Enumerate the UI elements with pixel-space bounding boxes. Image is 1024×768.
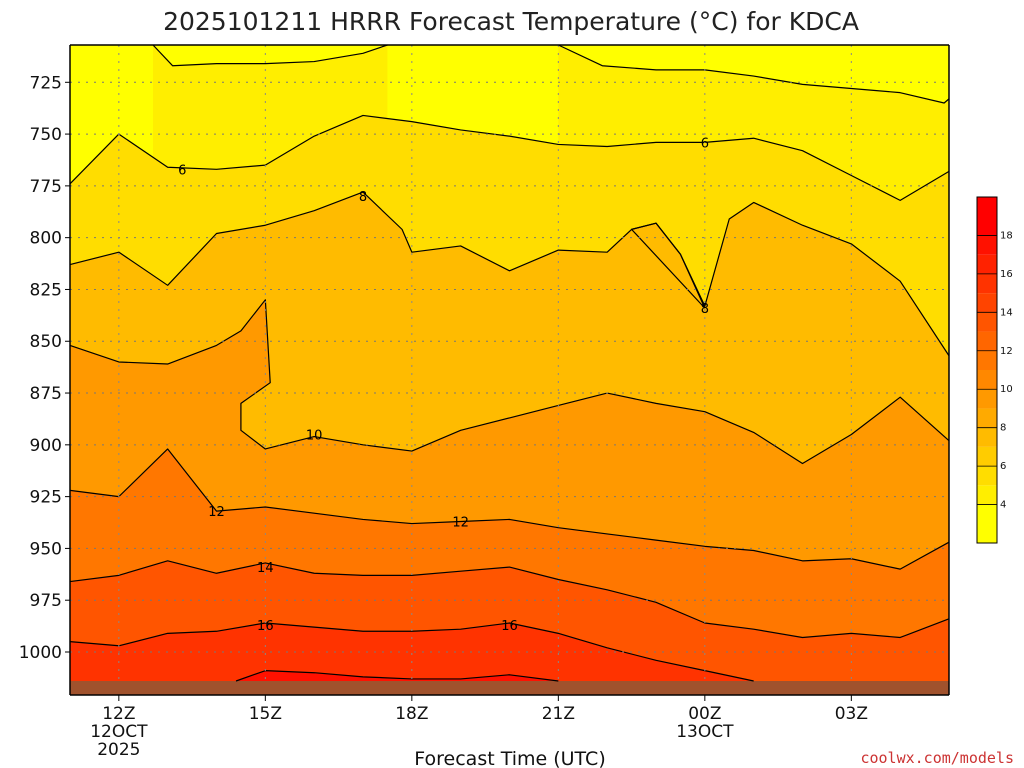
- colorbar-band-4: [977, 427, 997, 447]
- y-tick-label-900: 900: [30, 436, 62, 456]
- x-axis-label: Forecast Time (UTC): [414, 748, 605, 768]
- colorbar-band-1: [977, 485, 997, 505]
- y-tick-label-850: 850: [30, 332, 62, 352]
- contour-label-4: 10: [306, 428, 323, 443]
- contour-line-18-9: [235, 670, 559, 682]
- x-tick-label-21-0: 21Z: [542, 704, 575, 724]
- grid-lines: [70, 45, 949, 681]
- ground-strip: [70, 681, 949, 695]
- colorbar-band-13: [977, 254, 997, 274]
- colorbar: 4 6 8 10 12 14 16 18: [976, 196, 1013, 544]
- axes: [69, 44, 950, 696]
- x-tick-label-24-0: 00Z: [688, 704, 721, 724]
- x-tick-label-12-1: 12OCT: [90, 722, 148, 742]
- contour-label-1: 8: [359, 190, 367, 205]
- contour-line-12-6: [69, 448, 950, 570]
- colorbar-band-0: [977, 504, 997, 543]
- colorbar-band-6: [977, 389, 997, 409]
- colorbar-label-12: 12: [1000, 346, 1013, 357]
- contour-line-16-8: [69, 622, 754, 682]
- colorbar-label-6: 6: [1000, 461, 1006, 472]
- y-tick-label-1000: 1000: [19, 643, 62, 663]
- x-tick-label-15-0: 15Z: [249, 704, 282, 724]
- colorbar-band-14: [977, 235, 997, 255]
- colorbar-band-11: [977, 293, 997, 313]
- colorbar-band-5: [977, 408, 997, 428]
- contour-label-8: 16: [257, 619, 274, 634]
- chart-title: 2025101211 HRRR Forecast Temperature (°C…: [163, 7, 859, 36]
- y-tick-label-775: 775: [30, 177, 62, 197]
- y-tick-label-875: 875: [30, 384, 62, 404]
- y-tick-label-925: 925: [30, 488, 62, 508]
- contour-label-2: 8: [701, 302, 709, 317]
- contour-label-6: 12: [452, 515, 469, 530]
- contour-label-3: 6: [701, 136, 709, 151]
- contour-line-14-7: [69, 560, 950, 639]
- y-axis-ticks: 725 750 775 800 825 850 875 900 925 950 975 1000: [19, 73, 70, 663]
- contour-lines: [69, 44, 950, 682]
- contour-line-5-1: [558, 44, 950, 104]
- contour-line-8-4: [630, 222, 706, 309]
- x-tick-label-12-2: 2025: [97, 740, 140, 760]
- contour-label-0: 6: [178, 163, 186, 178]
- contour-label-7: 14: [257, 561, 274, 576]
- colorbar-label-18: 18: [1000, 230, 1013, 241]
- y-tick-label-950: 950: [30, 539, 62, 559]
- contour-line-8-3: [69, 191, 950, 357]
- band-fill-8-4: [631, 223, 705, 309]
- plot-fills: [70, 45, 949, 696]
- colorbar-band-15: [977, 197, 997, 236]
- colorbar-label-10: 10: [1000, 384, 1013, 395]
- x-tick-label-12-0: 12Z: [102, 704, 135, 724]
- x-tick-label-24-1: 13OCT: [676, 722, 734, 742]
- colorbar-label-16: 16: [1000, 269, 1013, 280]
- colorbar-frame: [976, 196, 998, 544]
- colorbar-band-3: [977, 446, 997, 467]
- y-tick-label-825: 825: [30, 280, 62, 300]
- colorbar-band-8: [977, 350, 997, 370]
- colorbar-label-4: 4: [1000, 500, 1006, 511]
- colorbar-band-7: [977, 370, 997, 390]
- y-tick-label-975: 975: [30, 591, 62, 611]
- colorbar-band-10: [977, 312, 997, 332]
- contour-labels: 6 8 8 6 10 12 12 14 16 16: [178, 136, 709, 634]
- y-tick-label-725: 725: [30, 73, 62, 93]
- contour-label-5: 12: [208, 505, 225, 520]
- credit-link[interactable]: coolwx.com/models: [860, 749, 1014, 767]
- x-tick-label-18-0: 18Z: [395, 704, 428, 724]
- contour-line-10-5: [69, 299, 950, 465]
- contour-line-6-2: [69, 114, 950, 201]
- contour-label-9: 16: [501, 619, 518, 634]
- colorbar-label-8: 8: [1000, 423, 1006, 434]
- contour-line-5-0: [152, 44, 388, 67]
- colorbar-band-2: [977, 466, 997, 486]
- y-tick-label-750: 750: [30, 125, 62, 145]
- colorbar-label-14: 14: [1000, 307, 1013, 318]
- colorbar-band-12: [977, 273, 997, 294]
- y-tick-label-800: 800: [30, 229, 62, 249]
- x-tick-label-27-0: 03Z: [835, 704, 868, 724]
- colorbar-band-9: [977, 331, 997, 351]
